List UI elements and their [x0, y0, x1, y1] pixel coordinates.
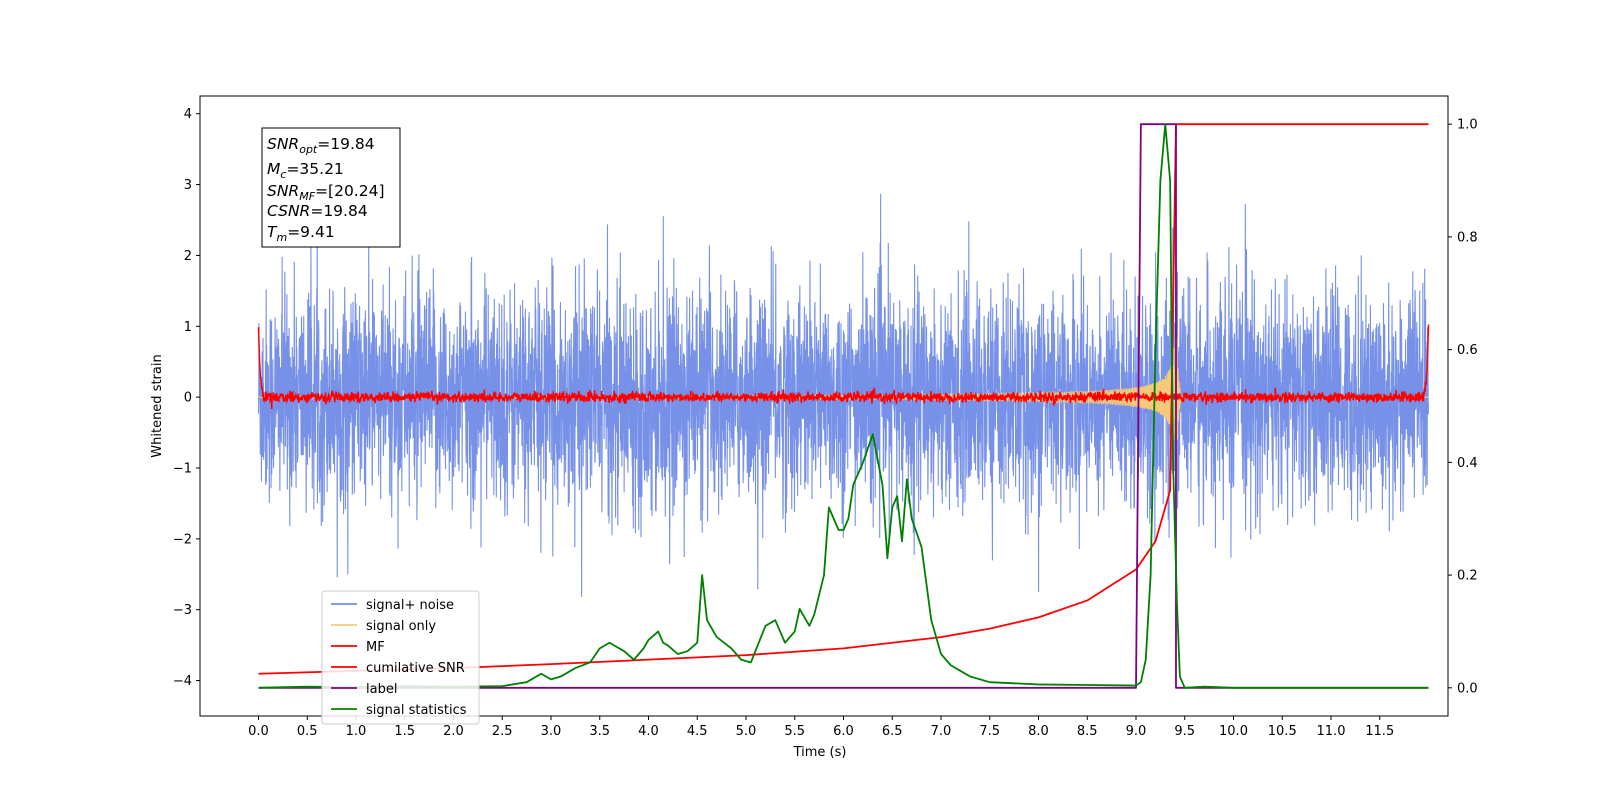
- info-tm: Tm=9.41: [267, 223, 335, 244]
- y-tick-label: 3: [184, 178, 192, 193]
- legend-label-label: label: [366, 682, 397, 697]
- y-tick-label: −1: [173, 462, 192, 477]
- x-tick-label: 5.5: [784, 724, 805, 739]
- x-tick-label: 8.5: [1077, 724, 1098, 739]
- legend-item-signal-statistics: signal statistics: [331, 703, 467, 718]
- legend: signal+ noise signal only MF cumilative …: [321, 590, 480, 725]
- y-tick-label: −3: [173, 603, 192, 618]
- legend-label-signal-noise: signal+ noise: [366, 598, 454, 613]
- legend-label-signal-only: signal only: [366, 619, 436, 634]
- legend-frame: [321, 590, 480, 725]
- legend-item-label: label: [331, 682, 397, 697]
- x-tick-label: 2.0: [443, 724, 464, 739]
- series-signal-noise: [257, 193, 1430, 597]
- x-tick-label: 4.5: [687, 724, 708, 739]
- x-tick-label: 5.0: [736, 724, 757, 739]
- x-axis-label: Time (s): [793, 745, 847, 760]
- x-axis-ticks: 0.0 0.5 1.0 1.5 2.0 2.5 3.0 3.5 4.0 4.5 5.0 5.5 6.0 6…: [248, 716, 1394, 739]
- x-tick-label: 2.5: [492, 724, 513, 739]
- x-tick-label: 4.0: [638, 724, 659, 739]
- x-tick-label: 1.5: [394, 724, 415, 739]
- x-tick-label: 6.0: [833, 724, 854, 739]
- y-right-tick-label: 0.2: [1457, 569, 1478, 584]
- legend-item-signal-noise: signal+ noise: [331, 598, 454, 613]
- y-axis-right-ticks: 1.0 0.8 0.6 0.4 0.2 0.0: [1448, 118, 1478, 696]
- y-tick-label: 0: [184, 391, 192, 406]
- series-cumulative-snr: [258, 123, 1429, 675]
- x-tick-label: 9.0: [1126, 724, 1147, 739]
- legend-label-cumulative-snr: cumilative SNR: [366, 661, 465, 676]
- legend-item-cumulative-snr: cumilative SNR: [331, 661, 465, 676]
- y-tick-label: 1: [184, 320, 192, 335]
- info-csnr: CSNR=19.84: [267, 202, 368, 220]
- y-axis-label: Whitened strain: [150, 354, 165, 457]
- x-tick-label: 1.0: [346, 724, 367, 739]
- x-tick-label: 3.0: [541, 724, 562, 739]
- y-right-tick-label: 0.6: [1457, 343, 1478, 358]
- x-tick-label: 0.0: [248, 724, 269, 739]
- x-tick-label: 0.5: [297, 724, 318, 739]
- y-axis-ticks: 4 3 2 1 0 −1 −2 −3 −4: [173, 107, 200, 689]
- legend-label-mf: MF: [366, 640, 385, 655]
- x-tick-label: 6.5: [882, 724, 903, 739]
- y-tick-label: −2: [173, 532, 192, 547]
- legend-label-signal-statistics: signal statistics: [366, 703, 467, 718]
- plot-frame: [199, 95, 1449, 717]
- x-tick-label: 9.5: [1174, 724, 1195, 739]
- info-snr-opt: SNRopt=19.84: [267, 135, 375, 156]
- series-signal-statistics: [258, 123, 1429, 689]
- x-tick-label: 3.5: [589, 724, 610, 739]
- x-tick-label: 10.5: [1268, 724, 1297, 739]
- series-mf: [257, 324, 1430, 410]
- y-tick-label: 2: [184, 249, 192, 264]
- y-right-tick-label: 0.0: [1457, 681, 1478, 696]
- info-snr-mf: SNRMF=[20.24]: [267, 182, 385, 203]
- x-tick-label: 11.5: [1365, 724, 1394, 739]
- series-layer: [257, 123, 1430, 689]
- y-tick-label: −4: [173, 674, 192, 689]
- x-tick-label: 10.0: [1219, 724, 1248, 739]
- x-tick-label: 11.0: [1317, 724, 1346, 739]
- x-tick-label: 7.0: [931, 724, 952, 739]
- y-right-tick-label: 0.8: [1457, 230, 1478, 245]
- legend-item-mf: MF: [331, 640, 385, 655]
- y-right-tick-label: 0.4: [1457, 456, 1478, 471]
- y-right-tick-label: 1.0: [1457, 118, 1478, 133]
- info-mc: Mc=35.21: [267, 160, 344, 181]
- legend-item-signal-only: signal only: [331, 619, 436, 634]
- x-tick-label: 8.0: [1028, 724, 1049, 739]
- info-box: SNRopt=19.84 Mc=35.21 SNRMF=[20.24] CSNR…: [261, 127, 401, 248]
- y-tick-label: 4: [184, 107, 192, 122]
- x-tick-label: 7.5: [979, 724, 1000, 739]
- info-box-frame: [261, 127, 401, 248]
